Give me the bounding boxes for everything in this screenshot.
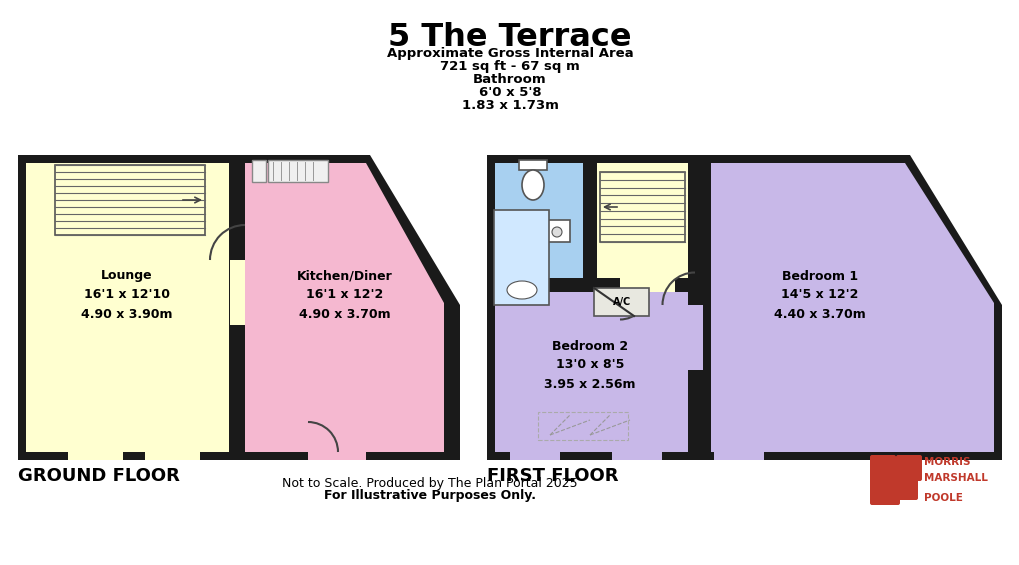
Text: 6'0 x 5'8: 6'0 x 5'8 xyxy=(478,86,541,99)
Text: GROUND FLOOR: GROUND FLOOR xyxy=(18,467,179,485)
Text: MARSHALL: MARSHALL xyxy=(923,473,987,483)
Polygon shape xyxy=(589,163,694,285)
Text: 721 sq ft - 67 sq m: 721 sq ft - 67 sq m xyxy=(439,60,580,73)
Text: 1.83 x 1.73m: 1.83 x 1.73m xyxy=(462,99,557,112)
Bar xyxy=(493,210,548,305)
Bar xyxy=(688,305,702,370)
Text: Lounge
16'1 x 12'10
4.90 x 3.90m: Lounge 16'1 x 12'10 4.90 x 3.90m xyxy=(82,270,172,320)
Bar xyxy=(510,450,559,460)
Bar xyxy=(713,450,763,460)
Ellipse shape xyxy=(551,227,561,237)
Text: Not to Scale. Produced by The Plan Portal 2025: Not to Scale. Produced by The Plan Porta… xyxy=(282,477,577,490)
Polygon shape xyxy=(494,285,694,452)
FancyBboxPatch shape xyxy=(869,455,895,481)
Bar xyxy=(145,450,200,460)
Bar xyxy=(599,172,685,242)
Bar xyxy=(583,155,596,285)
Polygon shape xyxy=(486,155,1001,460)
Bar xyxy=(537,412,628,440)
FancyBboxPatch shape xyxy=(895,478,917,500)
Bar xyxy=(541,220,570,242)
FancyBboxPatch shape xyxy=(895,455,921,481)
Text: POOLE: POOLE xyxy=(923,493,962,503)
Bar xyxy=(620,278,675,292)
Text: MORRIS: MORRIS xyxy=(923,457,969,467)
Text: 5 The Terrace: 5 The Terrace xyxy=(388,22,631,53)
Polygon shape xyxy=(245,163,443,452)
Polygon shape xyxy=(710,163,994,452)
Bar xyxy=(593,288,648,316)
FancyBboxPatch shape xyxy=(869,475,899,505)
Text: Bedroom 2
13'0 x 8'5
3.95 x 2.56m: Bedroom 2 13'0 x 8'5 3.95 x 2.56m xyxy=(544,340,635,390)
Text: Bathroom: Bathroom xyxy=(473,73,546,86)
Ellipse shape xyxy=(506,281,536,299)
Bar xyxy=(268,160,328,182)
Text: FIRST FLOOR: FIRST FLOOR xyxy=(486,467,618,485)
Bar xyxy=(519,160,546,170)
Text: A/C: A/C xyxy=(612,297,631,307)
Bar xyxy=(252,160,266,182)
Bar xyxy=(229,155,245,460)
Bar xyxy=(486,278,694,292)
Polygon shape xyxy=(494,163,589,285)
Bar xyxy=(55,165,205,235)
Ellipse shape xyxy=(522,170,543,200)
Text: Bedroom 1
14'5 x 12'2
4.40 x 3.70m: Bedroom 1 14'5 x 12'2 4.40 x 3.70m xyxy=(773,270,865,320)
Text: For Illustrative Purposes Only.: For Illustrative Purposes Only. xyxy=(324,489,535,502)
Bar xyxy=(229,260,245,325)
Bar xyxy=(713,450,763,460)
Text: Kitchen/Diner
16'1 x 12'2
4.90 x 3.70m: Kitchen/Diner 16'1 x 12'2 4.90 x 3.70m xyxy=(297,270,392,320)
Polygon shape xyxy=(25,163,229,452)
Bar xyxy=(611,450,661,460)
Bar xyxy=(688,155,702,460)
Bar xyxy=(308,450,366,460)
Text: Approximate Gross Internal Area: Approximate Gross Internal Area xyxy=(386,47,633,60)
Polygon shape xyxy=(18,155,460,460)
Bar xyxy=(68,450,123,460)
